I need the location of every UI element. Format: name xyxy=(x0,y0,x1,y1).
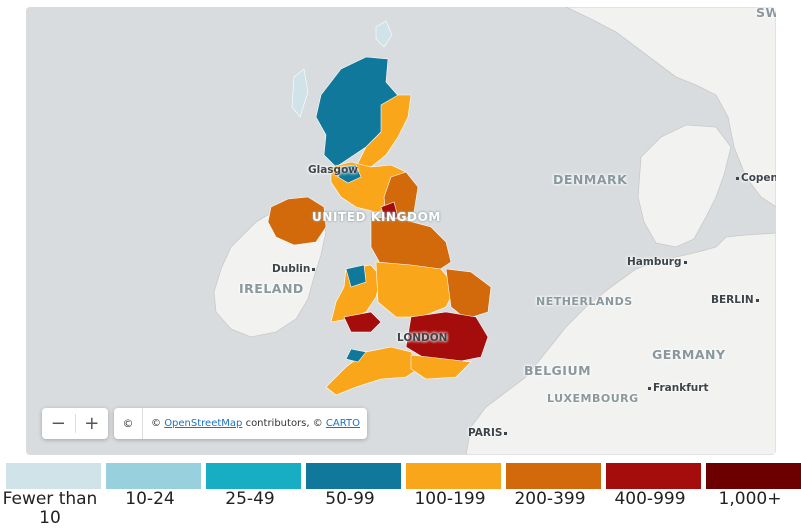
shetland-islands xyxy=(375,20,393,48)
scandinavia-landmass xyxy=(565,7,776,208)
legend-swatch xyxy=(406,463,501,489)
carto-link[interactable]: CARTO xyxy=(325,418,360,429)
legend-swatch xyxy=(6,463,101,489)
label-germany: GERMANY xyxy=(652,347,726,362)
choropleth-legend: Fewer than 10 10-24 25-49 50-99 100-199 … xyxy=(0,461,801,531)
label-luxembourg: LUXEMBOURG xyxy=(547,392,639,405)
south-wales-region xyxy=(343,311,382,333)
legend-label: Fewer than 10 xyxy=(2,489,98,528)
label-dublin: Dublin xyxy=(272,263,317,275)
continent-landmass xyxy=(465,232,776,455)
legend-label: 25-49 xyxy=(225,489,275,509)
label-frankfurt: Frankfurt xyxy=(646,382,708,394)
legend-label: 10-24 xyxy=(125,489,175,509)
label-berlin: BERLIN xyxy=(711,294,761,306)
zoom-out-button[interactable]: − xyxy=(42,408,75,439)
label-united-kingdom: UNITED KINGDOM xyxy=(312,210,441,224)
legend-swatch xyxy=(706,463,801,489)
east-england-region xyxy=(445,268,492,320)
openstreetmap-link[interactable]: OpenStreetMap xyxy=(164,418,243,429)
zoom-in-button[interactable]: + xyxy=(76,408,109,439)
label-glasgow: Glasgow xyxy=(308,164,358,176)
zoom-control: − + xyxy=(42,408,108,439)
legend-swatch xyxy=(306,463,401,489)
denmark-landmass xyxy=(637,124,732,248)
glasgow-region xyxy=(337,164,362,184)
cornwall-region xyxy=(345,348,367,363)
map-canvas xyxy=(213,7,776,455)
midlands-region xyxy=(375,261,457,318)
north-wales-region xyxy=(345,264,367,288)
label-hamburg: Hamburg xyxy=(627,256,689,268)
scotland-east-region xyxy=(355,94,412,168)
legend-swatch xyxy=(506,463,601,489)
label-ireland: IRELAND xyxy=(239,281,304,296)
label-london: LONDON xyxy=(397,332,448,344)
attribution-text: © OpenStreetMap contributors, © CARTO xyxy=(151,418,360,429)
map-view[interactable]: DENMARK SWE UNITED KINGDOM IRELAND NETHE… xyxy=(26,7,776,455)
label-netherlands: NETHERLANDS xyxy=(536,295,633,308)
label-paris: PARIS xyxy=(468,427,509,439)
label-belgium: BELGIUM xyxy=(524,363,592,378)
western-isles xyxy=(291,68,309,118)
label-copenhagen: Copenh xyxy=(734,172,776,184)
northern-ireland-region xyxy=(267,196,327,246)
south-coast-region xyxy=(410,354,472,380)
legend-label: 400-999 xyxy=(614,489,686,509)
legend-label: 50-99 xyxy=(325,489,375,509)
south-west-region xyxy=(325,346,422,396)
newcastle-region xyxy=(380,201,399,223)
map-attribution: © © OpenStreetMap contributors, © CARTO xyxy=(114,408,367,439)
legend-swatch xyxy=(106,463,201,489)
legend-label: 100-199 xyxy=(414,489,486,509)
legend-label: 1,000+ xyxy=(718,489,782,509)
legend-label: 200-399 xyxy=(514,489,586,509)
legend-swatch xyxy=(606,463,701,489)
attribution-toggle-button[interactable]: © xyxy=(114,408,143,439)
label-denmark: DENMARK xyxy=(553,172,628,187)
north-england-region xyxy=(370,216,452,273)
label-sweden: SWE xyxy=(756,7,776,20)
legend-swatch xyxy=(206,463,301,489)
zoom-divider xyxy=(74,414,76,433)
south-east-region xyxy=(405,311,489,363)
